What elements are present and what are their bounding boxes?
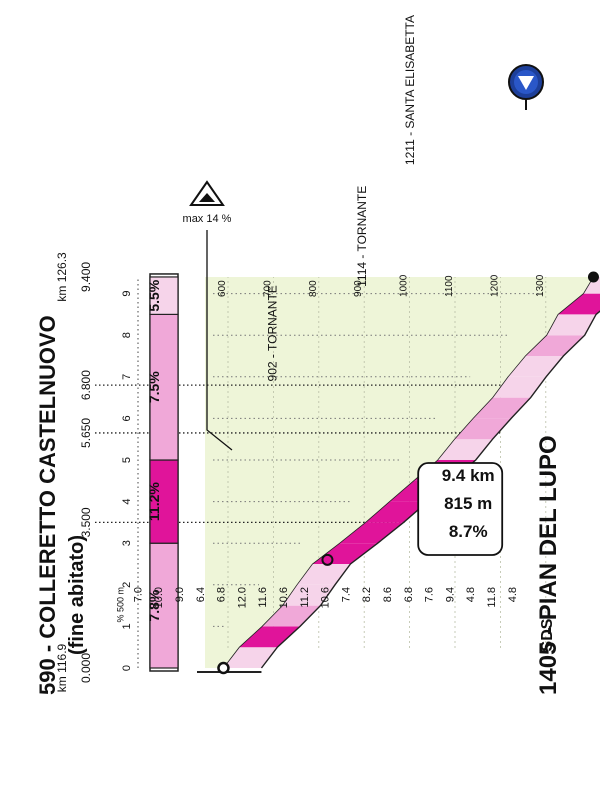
segment-unit-label: % 500 m: [116, 587, 126, 623]
text-layer: 600 700 800 900 1000 1100 1200 1300 7.0 10.0 9.0 6.…: [35, 15, 562, 695]
gradient-ribbon-segment: [525, 335, 585, 356]
altitude-tick-label: 800: [308, 280, 319, 297]
max-gradient-label: max 14 %: [183, 213, 232, 225]
finish-pin-icon: [508, 64, 544, 110]
segment-gradient-label: 11.2: [299, 587, 311, 608]
waypoint-km-label: 6.800: [79, 370, 93, 400]
start-marker: [217, 661, 230, 675]
altitude-tick-label: 900: [353, 280, 364, 297]
waypoint-km-label: 5.650: [79, 418, 93, 448]
waypoint-label: 902 - TORNANTE: [266, 285, 280, 381]
gradient-ribbon-segment: [282, 584, 336, 606]
section-gradient-label: 7.5%: [146, 371, 162, 403]
segment-gradient-label: 12.0: [236, 587, 248, 608]
gradient-ribbon-segment: [437, 439, 493, 460]
segment-gradient-label: 6.8: [216, 587, 228, 602]
finish-km-label: 9.400: [79, 262, 93, 292]
gradient-ribbon-segment: [492, 376, 547, 398]
finish-label: 1405 - PIAN DEL LUPO: [535, 435, 562, 695]
start-sublabel: (fine abitato): [66, 535, 88, 655]
gradient-ribbon-segment: [239, 626, 301, 648]
altitude-tick-label: 1300: [535, 274, 546, 297]
summary-elevation: 815 m: [444, 494, 492, 513]
segment-gradient-label: 11.8: [486, 587, 498, 608]
km-tick-label: 1: [121, 623, 133, 629]
altitude-tick-label: 600: [217, 280, 228, 297]
gradient-ribbon-segment: [558, 293, 600, 315]
altitude-tick-label: 1100: [444, 275, 455, 297]
segment-gradient-label: 4.8: [507, 587, 519, 602]
start-km-total-label: km 116.9: [55, 643, 69, 692]
gradient-ribbon-segment: [262, 605, 321, 627]
gradient-ribbon-segment: [473, 397, 531, 419]
gradient-ribbon-segment: [223, 647, 278, 668]
segment-gradient-label: 8.6: [382, 587, 394, 602]
km-tick-label: 4: [121, 499, 133, 505]
altitude-tick-label: 1000: [399, 274, 410, 297]
start-label: 590 - COLLERETTO CASTELNUOVO: [35, 315, 60, 695]
section-gradient-label: 5.5%: [146, 279, 162, 311]
profile-area-layer: [205, 276, 594, 668]
section-gradient-label: 7.8%: [146, 589, 162, 621]
km-tick-label: 0: [121, 665, 133, 671]
summary-gradient: 8.7%: [449, 522, 488, 541]
finish-marker: [587, 271, 599, 283]
segment-gradient-label: 4.8: [465, 587, 477, 602]
segment-gradient-label: 7.6: [424, 587, 436, 602]
finish-km-total-label: km 126.3: [55, 252, 69, 302]
segment-gradient-label: 8.2: [361, 587, 373, 602]
km-tick-label: 6: [121, 415, 133, 421]
section-bar-segment: [149, 276, 179, 315]
km-tick-label: 9: [121, 291, 133, 297]
gradient-ribbon-layer: [197, 271, 600, 675]
altitude-tick-label: 1200: [489, 274, 500, 297]
segment-gradient-label: 11.6: [257, 587, 269, 608]
section-bar-layer: [149, 273, 179, 672]
km-tick-label: 5: [121, 457, 133, 463]
waypoint-label: 1211 - SANTA ELISABETTA: [403, 15, 417, 165]
altitude-tick-label: 700: [262, 280, 273, 297]
gradient-ribbon-segment: [339, 522, 404, 544]
segment-gradient-label: 10.6: [320, 587, 332, 608]
segment-gradient-label: 10.0: [153, 587, 165, 608]
segment-gradient-label: 7.4: [340, 587, 352, 602]
waypoint-label: 1114 - TORNANTE: [355, 186, 369, 287]
km-tick-label: 7: [121, 374, 133, 380]
warning-sign-icon: [189, 180, 225, 206]
summary-distance: 9.4 km: [442, 466, 495, 485]
start-km-label: 0.000: [79, 653, 93, 683]
segment-gradient-label: 6.8: [403, 587, 415, 602]
max-gradient-leader: [206, 230, 233, 451]
km-tick-label: 3: [121, 540, 133, 546]
profile-area: [205, 276, 594, 668]
segment-gradient-label: 9.4: [444, 587, 456, 602]
segment-gradient-label: 7.0: [132, 587, 144, 602]
section-gradient-label: 11.2%: [146, 482, 162, 521]
sds-logo: SDS: [539, 618, 556, 651]
segment-gradient-label: 10.6: [278, 587, 290, 608]
segment-gradient-label: 6.4: [195, 587, 207, 602]
max-gradient-marker: [321, 553, 334, 566]
gradient-ribbon-segment: [365, 501, 428, 523]
km-tick-label: 2: [121, 582, 133, 588]
gradient-ribbon-segment: [297, 564, 351, 585]
segment-gradient-label: 9.0: [174, 587, 186, 602]
summary-box: [417, 462, 504, 556]
waypoint-km-label: 3.500: [79, 507, 93, 537]
km-tick-label: 8: [121, 332, 133, 338]
gradient-ribbon-segment: [546, 314, 597, 336]
